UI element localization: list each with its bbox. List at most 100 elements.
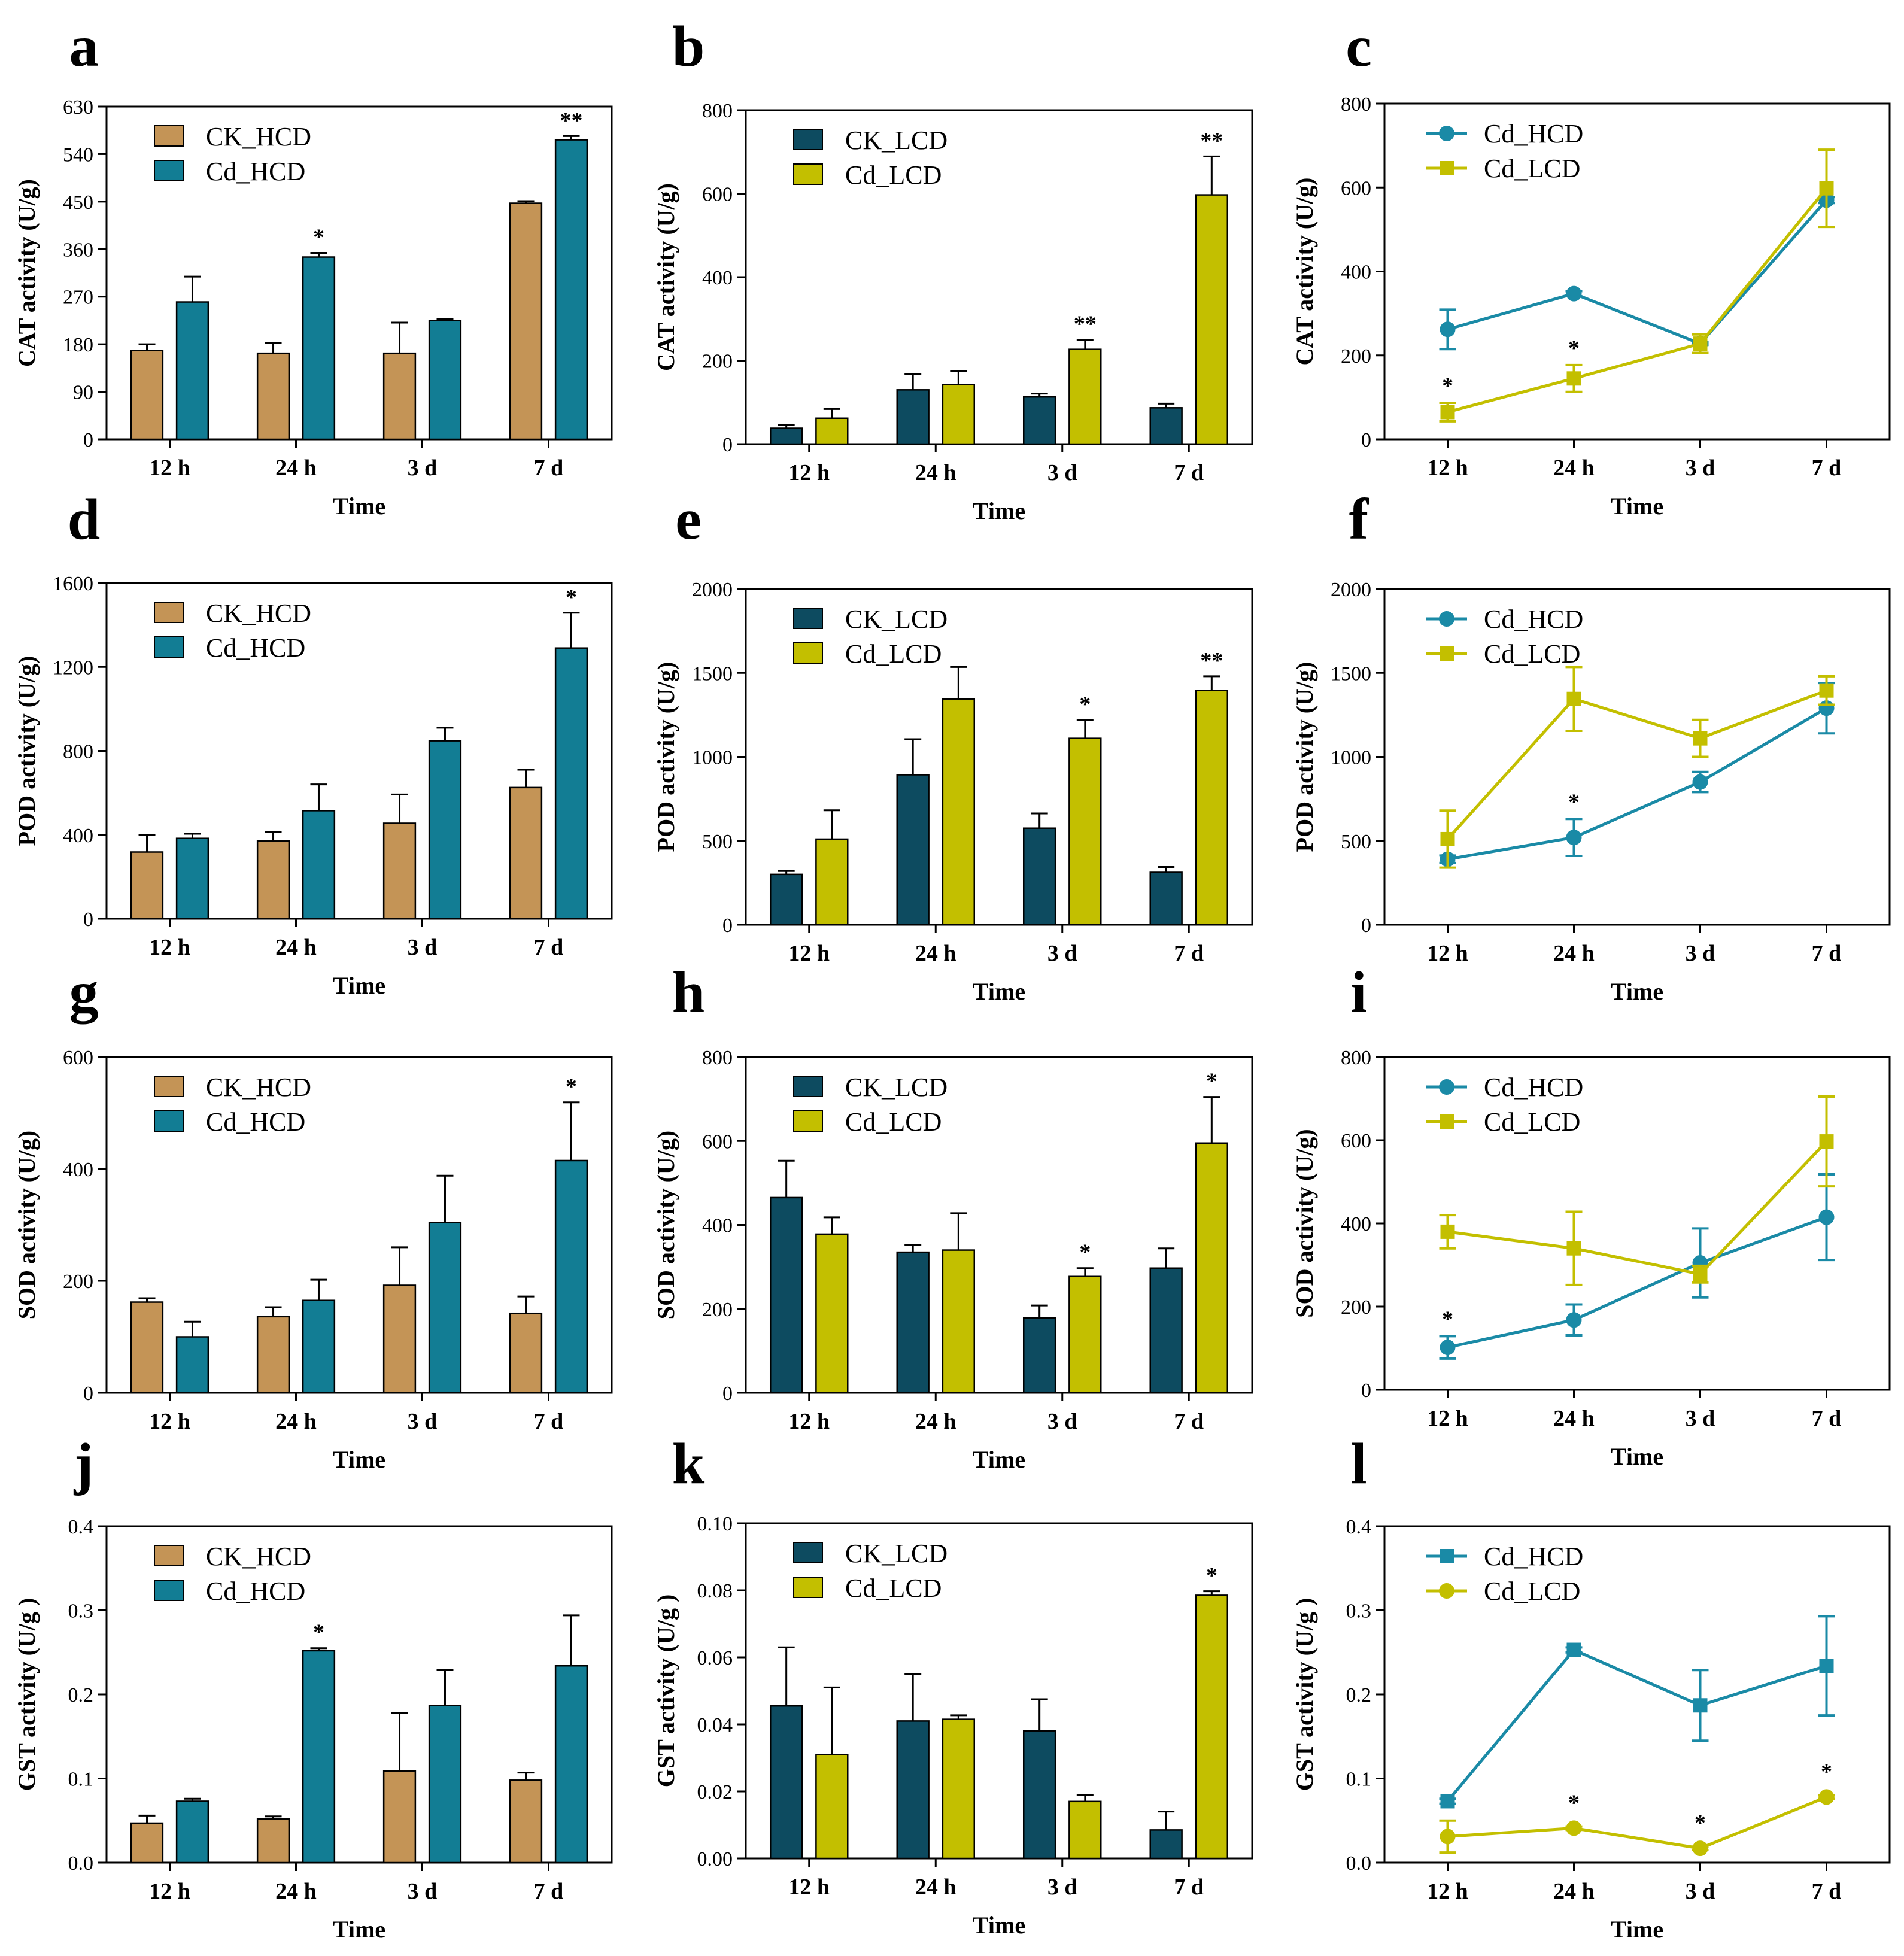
y-tick-label: 540 <box>63 144 93 166</box>
series-line-cd-lcd <box>1447 1140 1828 1276</box>
significance-mark: * <box>1695 1811 1706 1836</box>
x-tick-label: 24 h <box>915 1409 956 1434</box>
x-tick-label: 12 h <box>1427 455 1468 481</box>
legend-label: CK_LCD <box>845 1539 948 1568</box>
x-tick-label: 12 h <box>149 455 190 481</box>
x-tick-label: 12 h <box>788 941 830 966</box>
data-point <box>1440 1340 1456 1356</box>
y-tick-label: 0.3 <box>1346 1600 1372 1623</box>
bar-ck-lcd <box>769 1705 803 1860</box>
bar-cd-lcd <box>815 838 849 926</box>
y-tick-label: 0 <box>1361 429 1371 451</box>
bar-ck-lcd <box>1022 827 1056 926</box>
bar-cd-lcd <box>1195 690 1229 926</box>
panel-h: h 0 200 400 600 800 12 h 24 h 3 d 7 d Time SOD acti… <box>652 960 1253 1473</box>
bar-cd-lcd <box>815 1754 849 1860</box>
x-axis-title: Time <box>973 1446 1025 1473</box>
x-tick-label: 7 d <box>534 1409 564 1434</box>
bar-ck-hcd <box>509 202 543 441</box>
panel-f: f 0 500 1000 1500 2000 12 h 24 h 3 d 7 d Time POD a… <box>1291 487 1891 1005</box>
y-tick-label: 600 <box>702 184 733 206</box>
bar-cd-hcd <box>554 139 588 441</box>
y-tick-label: 1500 <box>1331 663 1371 685</box>
y-tick-label: 450 <box>63 192 93 214</box>
bar-cd-lcd <box>1068 737 1102 926</box>
bar-ck-lcd <box>1022 1317 1056 1394</box>
legend-label: Cd_LCD <box>845 1574 942 1603</box>
legend-label: Cd_LCD <box>1484 1577 1580 1606</box>
legend-marker <box>1440 1114 1454 1129</box>
y-tick-label: 1600 <box>53 573 93 595</box>
x-axis-title: Time <box>1611 1443 1663 1470</box>
significance-mark: * <box>1079 1240 1091 1265</box>
bar-cd-hcd <box>302 810 336 920</box>
legend-marker <box>1439 1079 1454 1095</box>
y-tick-label: 0 <box>83 909 93 931</box>
y-axis-title: CAT activity (U/g) <box>652 183 679 371</box>
legend-label: Cd_HCD <box>1484 605 1583 634</box>
x-tick-label: 7 d <box>1174 941 1204 966</box>
significance-mark: * <box>1568 789 1580 815</box>
bar-cd-lcd <box>942 1249 976 1394</box>
x-axis-title: Time <box>973 978 1025 1005</box>
y-tick-label: 0.1 <box>68 1769 94 1791</box>
legend-swatch <box>793 1110 823 1132</box>
y-tick-label: 0 <box>722 915 733 937</box>
y-tick-label: 0 <box>722 434 733 456</box>
legend-marker <box>1440 1549 1454 1563</box>
x-tick-label: 7 d <box>1174 460 1204 485</box>
panel-letter: d <box>68 487 101 552</box>
bar-ck-hcd <box>130 350 164 441</box>
significance-mark: * <box>1821 1759 1832 1784</box>
y-tick-label: 0.3 <box>68 1600 94 1623</box>
panel-d: d 0 400 800 1200 1600 12 h 24 h 3 d 7 d Time POD ac… <box>13 487 613 999</box>
y-tick-label: 180 <box>63 334 93 356</box>
data-point <box>1440 405 1455 420</box>
data-point <box>1566 1820 1582 1836</box>
bar-ck-lcd <box>896 1720 930 1860</box>
legend-label: Cd_HCD <box>206 633 305 663</box>
significance-mark: * <box>1079 692 1091 717</box>
legend-label: Cd_HCD <box>206 1107 305 1137</box>
panel-letter: h <box>672 960 705 1025</box>
panel-k: k 0.00 0.02 0.04 0.06 0.08 0.10 12 h 24 h 3 d 7 d T… <box>652 1432 1253 1939</box>
y-tick-label: 360 <box>63 239 93 261</box>
x-tick-label: 7 d <box>1174 1875 1204 1900</box>
bar-ck-lcd <box>1022 1730 1056 1860</box>
bar-cd-lcd <box>815 1233 849 1394</box>
data-point <box>1440 831 1455 846</box>
data-point <box>1440 321 1456 338</box>
x-axis-title: Time <box>973 1912 1025 1939</box>
data-point <box>1566 1241 1581 1256</box>
x-tick-label: 7 d <box>1812 1879 1842 1904</box>
bar-cd-lcd <box>815 417 849 445</box>
y-tick-label: 500 <box>1341 831 1371 853</box>
x-axis-title: Time <box>333 1916 385 1943</box>
bar-ck-hcd <box>256 352 290 441</box>
x-tick-label: 3 d <box>408 935 438 960</box>
plot-frame <box>745 1522 1253 1860</box>
legend-label: Cd_LCD <box>1484 1107 1580 1137</box>
y-axis-title: GST activity (U/g ) <box>652 1594 679 1788</box>
x-axis-title: Time <box>1611 1916 1663 1943</box>
y-tick-label: 0 <box>1361 1380 1371 1402</box>
y-tick-label: 2000 <box>1331 579 1371 601</box>
y-axis-title: SOD activity (U/g) <box>1291 1129 1318 1318</box>
x-tick-label: 7 d <box>1812 1406 1842 1431</box>
legend-swatch <box>793 1076 823 1097</box>
x-axis-title: Time <box>1611 978 1663 1005</box>
y-tick-label: 200 <box>1341 1296 1371 1319</box>
significance-mark: ** <box>1200 128 1223 153</box>
x-tick-label: 3 d <box>1047 1875 1077 1900</box>
series-line-cd-hcd <box>1447 1216 1827 1349</box>
bar-cd-hcd <box>554 1159 588 1394</box>
x-tick-label: 12 h <box>788 460 830 485</box>
y-tick-label: 0.4 <box>1346 1516 1372 1538</box>
legend-swatch <box>154 602 184 623</box>
panel-j: j 0.0 0.1 0.2 0.3 0.4 12 h 24 h 3 d 7 d Time GST ac… <box>13 1432 613 1943</box>
bar-cd-hcd <box>302 256 336 441</box>
panel-letter: j <box>74 1432 94 1496</box>
panel-letter: l <box>1350 1432 1366 1496</box>
x-tick-label: 7 d <box>534 1879 564 1904</box>
panel-letter: b <box>672 14 705 79</box>
